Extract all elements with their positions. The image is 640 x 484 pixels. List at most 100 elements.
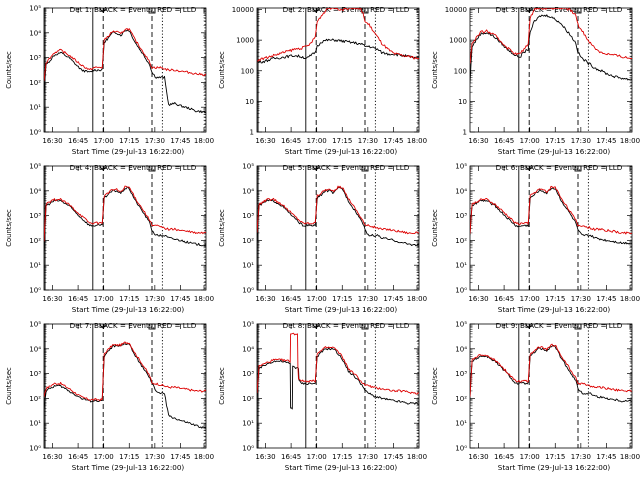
y-tick-label: 10²: [242, 237, 254, 245]
marker-flag-circle: [525, 165, 533, 170]
plot-frame: [469, 7, 633, 133]
series-line-events: [44, 186, 206, 251]
chart-panel-6: Det 6: BLACK = Events, RED = LLD Counts/s…: [431, 163, 640, 315]
y-tick-label: 10⁵: [29, 321, 41, 329]
y-tick-label: 10²: [29, 395, 41, 403]
y-tick-label: 10⁵: [242, 321, 254, 329]
chart-title: Det 3: BLACK = Events, RED = LLD: [496, 5, 623, 14]
y-axis-label: Counts/sec: [5, 51, 13, 89]
chart-panel-8: Det 8: BLACK = Events, RED = LLD Counts/s…: [218, 321, 427, 473]
x-tick-label: 17:30: [571, 453, 591, 461]
y-tick-label: 10⁴: [29, 187, 41, 195]
x-tick-label: 16:45: [494, 137, 514, 145]
series-line-lld: [470, 343, 632, 397]
chart-panel-1: Det 1: BLACK = Events, RED = LLD Counts/s…: [5, 5, 214, 157]
x-tick-label: 16:45: [68, 295, 88, 303]
x-tick-label: 17:15: [332, 453, 352, 461]
plot-frame: [469, 323, 633, 449]
y-tick-label: 10⁵: [242, 163, 254, 171]
x-tick-label: 17:00: [307, 295, 327, 303]
x-tick-label: 17:15: [545, 453, 565, 461]
y-tick-label: 10⁰: [455, 287, 467, 295]
y-tick-label: 100: [241, 67, 254, 75]
x-tick-label: 16:30: [255, 137, 275, 145]
series-line-lld: [257, 185, 419, 235]
series-line-lld: [470, 185, 632, 235]
y-tick-label: 10³: [29, 370, 41, 378]
x-tick-label: 17:15: [332, 137, 352, 145]
chart-title: Det 8: BLACK = Events, RED = LLD: [283, 321, 410, 330]
x-tick-label: 18:00: [620, 453, 640, 461]
y-tick-label: 10⁰: [242, 445, 254, 453]
x-tick-label: 17:45: [383, 453, 403, 461]
y-tick-label: 10²: [29, 79, 41, 87]
plot-frame: [256, 7, 420, 133]
y-tick-label: 10¹: [29, 262, 41, 270]
x-tick-label: 17:15: [545, 295, 565, 303]
y-axis-label: Counts/sec: [5, 209, 13, 247]
y-tick-label: 10⁰: [242, 287, 254, 295]
x-tick-label: 18:00: [620, 295, 640, 303]
y-tick-label: 10⁴: [242, 345, 254, 353]
series-line-lld: [44, 185, 206, 242]
chart-panel-9: Det 9: BLACK = Events, RED = LLD Counts/s…: [431, 321, 640, 473]
y-tick-label: 10⁵: [29, 163, 41, 171]
y-tick-label: 10¹: [242, 420, 254, 428]
x-tick-label: 17:00: [94, 453, 114, 461]
marker-flag-circle: [312, 323, 320, 328]
y-tick-label: 10⁴: [455, 187, 467, 195]
series-line-lld: [257, 8, 419, 62]
x-tick-label: 16:45: [281, 295, 301, 303]
chart-title: Det 7: BLACK = Events, RED = LLD: [70, 321, 197, 330]
marker-flag-square: [148, 323, 156, 330]
x-tick-label: 18:00: [194, 137, 214, 145]
x-tick-label: 16:30: [255, 295, 275, 303]
x-tick-label: 17:45: [383, 295, 403, 303]
series-line-events: [257, 347, 419, 410]
y-tick-label: 1000: [236, 37, 254, 45]
x-axis-label: Start Time (29-Jul-13 16:22:00): [72, 147, 185, 156]
x-tick-label: 17:00: [307, 137, 327, 145]
y-axis-label: Counts/sec: [5, 367, 13, 405]
chart-title: Det 1: BLACK = Events, RED = LLD: [70, 5, 197, 14]
plot-frame: [256, 323, 420, 449]
chart-panel-7: Det 7: BLACK = Events, RED = LLD Counts/s…: [5, 321, 214, 473]
y-tick-label: 10³: [455, 212, 467, 220]
x-tick-label: 17:30: [571, 137, 591, 145]
x-tick-label: 17:45: [170, 137, 190, 145]
x-tick-label: 17:45: [170, 453, 190, 461]
chart-title: Det 2: BLACK = Events, RED = LLD: [283, 5, 410, 14]
y-axis-label: Counts/sec: [218, 209, 226, 247]
x-tick-label: 16:30: [468, 137, 488, 145]
y-tick-label: 10000: [445, 6, 467, 14]
x-tick-label: 16:45: [281, 453, 301, 461]
marker-flag-square: [148, 165, 156, 172]
y-tick-label: 10⁵: [455, 163, 467, 171]
x-tick-label: 17:00: [94, 137, 114, 145]
x-tick-label: 16:30: [42, 137, 62, 145]
x-tick-label: 18:00: [620, 137, 640, 145]
y-tick-label: 10⁴: [455, 345, 467, 353]
y-tick-label: 10: [245, 98, 254, 106]
y-tick-label: 10¹: [242, 262, 254, 270]
x-axis-label: Start Time (29-Jul-13 16:22:00): [285, 147, 398, 156]
y-tick-label: 10¹: [29, 104, 41, 112]
marker-flag-square: [148, 7, 156, 14]
marker-flag-circle: [99, 165, 107, 170]
x-tick-label: 17:00: [307, 453, 327, 461]
x-tick-label: 17:30: [145, 453, 165, 461]
x-tick-label: 18:00: [407, 295, 427, 303]
x-tick-label: 17:45: [596, 453, 616, 461]
y-tick-label: 10⁵: [455, 321, 467, 329]
y-axis-label: Counts/sec: [431, 51, 439, 89]
y-tick-label: 10⁰: [29, 129, 41, 137]
x-tick-label: 17:15: [332, 295, 352, 303]
plot-frame: [43, 323, 207, 449]
y-tick-label: 10³: [242, 370, 254, 378]
x-tick-label: 16:30: [42, 453, 62, 461]
y-tick-label: 10: [458, 98, 467, 106]
y-tick-label: 10³: [242, 212, 254, 220]
y-tick-label: 10²: [29, 237, 41, 245]
y-tick-label: 1000: [449, 37, 467, 45]
x-tick-label: 17:00: [94, 295, 114, 303]
